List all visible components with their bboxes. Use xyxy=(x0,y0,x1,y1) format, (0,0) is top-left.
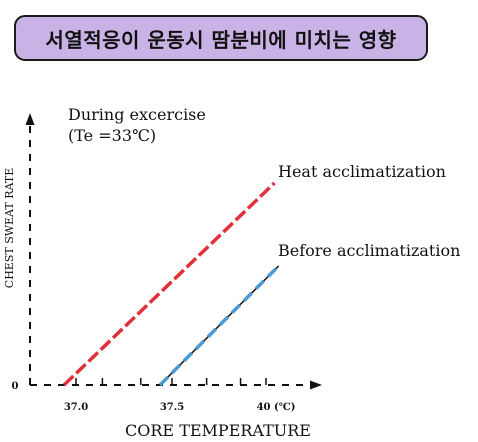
condition-label: During excercise xyxy=(68,105,206,124)
title-banner: 서열적응이 운동시 땀분비에 미치는 영향 xyxy=(14,15,428,61)
x-axis-arrow xyxy=(310,380,322,390)
x-axis-label: CORE TEMPERATURE xyxy=(125,421,311,440)
y-origin-label: 0 xyxy=(12,381,19,392)
series-layer: Heat acclimatization Before acclimatizati… xyxy=(62,162,460,387)
x-ticks: 37.0 37.5 40 (℃) xyxy=(64,378,296,413)
y-axis-label: CHEST SWEAT RATE xyxy=(3,168,16,288)
series-label: Before acclimatization xyxy=(278,241,460,260)
series-line xyxy=(62,181,276,387)
series-line xyxy=(158,264,280,387)
page-title: 서열적응이 운동시 땀분비에 미치는 영향 xyxy=(45,27,397,52)
x-tick-label: 37.5 xyxy=(160,402,184,413)
series-label: Heat acclimatization xyxy=(278,162,446,181)
x-tick-label: 37.0 xyxy=(64,402,88,413)
condition-detail: (Te =33℃) xyxy=(68,126,156,145)
y-axis-arrow xyxy=(25,113,35,125)
x-tick-label: 40 (℃) xyxy=(257,402,296,413)
